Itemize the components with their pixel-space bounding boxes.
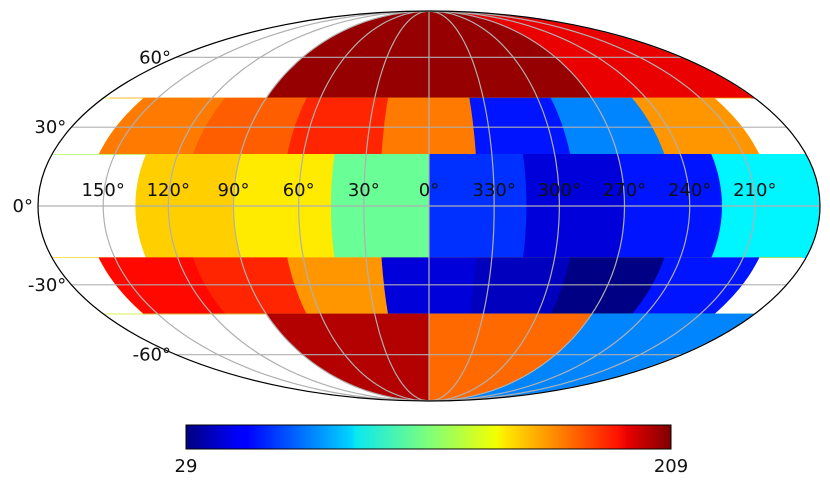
longitude-tick-label: 90° xyxy=(218,180,250,201)
longitude-tick-label: 330° xyxy=(473,180,516,201)
latitude-tick-label: -30° xyxy=(28,275,66,296)
longitude-tick-label: 30° xyxy=(348,180,380,201)
longitude-tick-label: 300° xyxy=(538,180,581,201)
longitude-tick-label: 60° xyxy=(283,180,315,201)
latitude-tick-label: 30° xyxy=(34,117,66,138)
colorbar-min-label: 29 xyxy=(175,456,198,477)
latitude-tick-label: -60° xyxy=(133,345,171,366)
longitude-tick-label: 120° xyxy=(147,180,190,201)
latitude-tick-label: 60° xyxy=(139,47,171,68)
latitude-tick-label: 0° xyxy=(13,196,33,217)
map-outline xyxy=(37,10,821,402)
longitude-tick-label: 240° xyxy=(668,180,711,201)
colorbar xyxy=(185,424,672,450)
colorbar-max-label: 209 xyxy=(654,456,688,477)
longitude-tick-label: 0° xyxy=(419,180,439,201)
longitude-tick-label: 270° xyxy=(603,180,646,201)
longitude-tick-label: 210° xyxy=(733,180,776,201)
longitude-tick-label: 150° xyxy=(82,180,125,201)
longitude-labels: 150° 120° 90° 60° 30° 0° 330° 300° 270° 240° 210° xyxy=(82,180,777,201)
latitude-labels: 60° 30° 0° -30° -60° xyxy=(13,47,171,365)
